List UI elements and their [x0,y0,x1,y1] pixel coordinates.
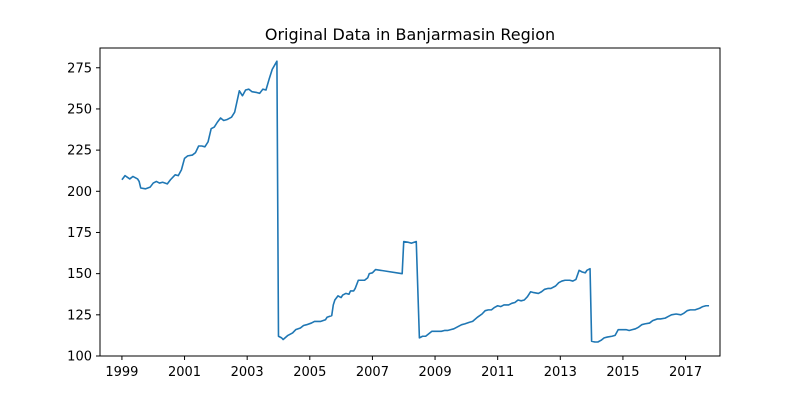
axes: 1999 2001 2003 2005 2007 2009 2011 2013 2015 2017… [67,47,721,380]
y-tick-label: 275 [67,61,92,76]
x-tick-label: 2005 [293,365,326,380]
y-tick-label: 125 [67,308,92,323]
x-tick-label: 2003 [231,365,264,380]
x-tick-label: 2011 [481,365,514,380]
y-tick-label: 200 [67,185,92,200]
plot-frame [99,47,721,357]
y-tick-label: 150 [67,267,92,282]
y-tick-label: 250 [67,102,92,117]
y-tick-label: 100 [67,350,92,365]
x-tick-label: 2009 [419,365,452,380]
y-tick-label: 175 [67,226,92,241]
chart-title: Original Data in Banjarmasin Region [265,25,555,44]
x-tick-label: 2001 [168,365,201,380]
x-tick-label: 2017 [669,365,702,380]
y-tick-label: 225 [67,144,92,159]
plot-area [121,60,710,343]
x-tick-label: 2013 [544,365,577,380]
x-tick-label: 2015 [606,365,639,380]
series-line-0 [121,60,710,343]
x-tick-label: 1999 [105,365,138,380]
x-tick-label: 2007 [356,365,389,380]
